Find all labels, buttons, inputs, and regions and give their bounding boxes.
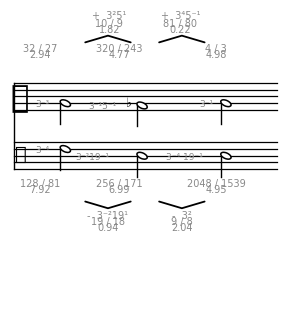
Text: 2048 / 1539: 2048 / 1539 [187,179,245,189]
Text: 0.94: 0.94 [97,223,119,233]
Text: 2.04: 2.04 [171,223,193,233]
Text: 2.94: 2.94 [29,50,51,60]
Text: 1.82: 1.82 [99,25,120,35]
Ellipse shape [137,102,147,109]
Text: 3⁻²19⁻¹: 3⁻²19⁻¹ [75,152,109,162]
Text: 7.92: 7.92 [29,185,51,195]
Text: 19 / 18: 19 / 18 [91,217,125,227]
Text: 3⁻¹: 3⁻¹ [199,100,213,109]
Text: 128 / 81: 128 / 81 [20,179,60,189]
Text: 6.99: 6.99 [109,185,130,195]
Text: 10 / 9: 10 / 9 [96,19,123,29]
Text: 𝄢: 𝄢 [15,145,27,164]
Ellipse shape [60,146,71,152]
Text: 81 / 80: 81 / 80 [164,19,197,29]
Text: 9 / 8: 9 / 8 [171,217,193,227]
Text: 3⁻⁴: 3⁻⁴ [36,146,50,155]
Text: 4.95: 4.95 [205,185,227,195]
Text: 3⁻¹5⁻¹: 3⁻¹5⁻¹ [88,102,117,111]
Text: 3⁻³: 3⁻³ [36,100,50,109]
Ellipse shape [221,152,231,159]
Text: +  3⁴5⁻¹: + 3⁴5⁻¹ [161,11,200,21]
Text: -  3²: - 3² [172,211,192,221]
Text: 0.22: 0.22 [170,25,191,35]
Text: +  3²5¹: + 3²5¹ [92,11,127,21]
Text: 3⁻⁴ 19⁻¹: 3⁻⁴ 19⁻¹ [166,152,203,162]
Text: 𝄞: 𝄞 [11,85,29,114]
Text: 320 / 243: 320 / 243 [96,44,143,54]
Ellipse shape [60,100,71,107]
Text: 256 / 171: 256 / 171 [96,179,143,189]
Text: 4 / 3: 4 / 3 [205,44,227,54]
Ellipse shape [137,152,147,159]
Text: 32 / 27: 32 / 27 [23,44,57,54]
Text: ♭: ♭ [125,97,131,110]
Text: 4.77: 4.77 [108,50,130,60]
Text: 4.98: 4.98 [205,50,227,60]
Text: -  3⁻²19¹: - 3⁻²19¹ [88,211,129,221]
Ellipse shape [221,100,231,107]
